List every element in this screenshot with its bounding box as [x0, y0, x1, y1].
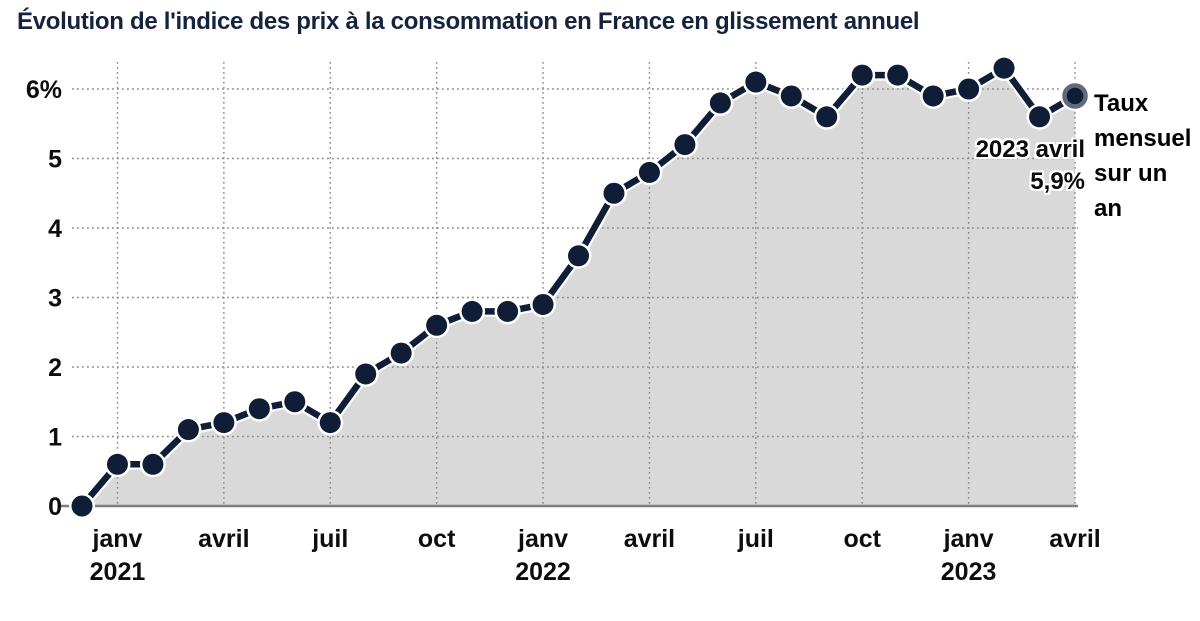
y-tick-label: 4	[48, 215, 62, 243]
data-point	[390, 342, 412, 364]
data-point	[284, 391, 306, 413]
x-tick-label: oct	[843, 525, 881, 553]
data-point	[993, 57, 1015, 79]
x-tick-label: juil	[311, 525, 348, 553]
data-point	[958, 78, 980, 100]
data-point	[638, 161, 660, 183]
x-tick-label: avril	[624, 525, 675, 553]
annotation-date-label: 2023 avril	[975, 136, 1085, 163]
x-tick-label: janv	[517, 525, 568, 553]
data-point	[568, 245, 589, 267]
y-tick-label: 5	[48, 146, 62, 174]
data-point	[106, 453, 128, 475]
x-tick-label: avril	[1049, 525, 1100, 553]
y-tick-label: 6%	[26, 76, 62, 104]
annotation-value-label: 5,9%	[1030, 168, 1085, 195]
data-point	[532, 293, 554, 315]
data-point	[674, 134, 696, 156]
data-point	[887, 64, 909, 86]
data-point	[426, 314, 448, 336]
x-tick-label: janv	[91, 525, 142, 553]
y-tick-label: 3	[48, 285, 62, 313]
data-point	[142, 453, 164, 475]
x-tick-year-label: 2022	[515, 558, 571, 586]
area-fill	[82, 68, 1075, 507]
data-point	[177, 419, 199, 441]
series-description-label: Taux mensuel sur un an	[1094, 90, 1192, 222]
data-point	[816, 106, 838, 128]
data-point	[319, 412, 341, 434]
data-point	[780, 85, 802, 107]
y-tick-label: 0	[48, 493, 62, 521]
y-tick-label: 2	[48, 354, 62, 382]
x-tick-year-label: 2023	[941, 558, 997, 586]
data-point	[1029, 106, 1051, 128]
highlighted-data-point	[1062, 83, 1088, 109]
data-point	[922, 85, 944, 107]
data-point	[709, 92, 731, 114]
chart-title: Évolution de l'indice des prix à la cons…	[17, 8, 920, 35]
data-point	[851, 64, 873, 86]
data-point	[497, 300, 519, 322]
y-tick-label: 1	[48, 424, 62, 452]
x-tick-label: janv	[943, 525, 994, 553]
x-tick-label: avril	[198, 525, 249, 553]
x-tick-year-label: 2021	[90, 558, 146, 586]
data-point	[213, 412, 235, 434]
data-point	[355, 363, 377, 385]
x-tick-label: oct	[418, 525, 456, 553]
data-point	[71, 495, 93, 517]
data-point	[461, 300, 483, 322]
data-point	[603, 182, 625, 204]
x-tick-label: juil	[737, 525, 774, 553]
data-point	[745, 71, 767, 93]
data-point	[248, 398, 270, 420]
